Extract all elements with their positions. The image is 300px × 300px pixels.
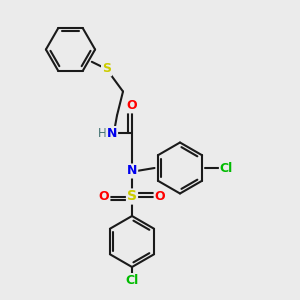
Text: S: S bbox=[127, 190, 137, 203]
Text: H: H bbox=[98, 127, 107, 140]
Text: O: O bbox=[127, 99, 137, 112]
Text: Cl: Cl bbox=[220, 161, 233, 175]
Text: S: S bbox=[102, 62, 111, 76]
Text: Cl: Cl bbox=[125, 274, 139, 287]
Text: O: O bbox=[99, 190, 110, 203]
Text: N: N bbox=[127, 164, 137, 178]
Text: N: N bbox=[107, 127, 117, 140]
Text: O: O bbox=[154, 190, 165, 203]
